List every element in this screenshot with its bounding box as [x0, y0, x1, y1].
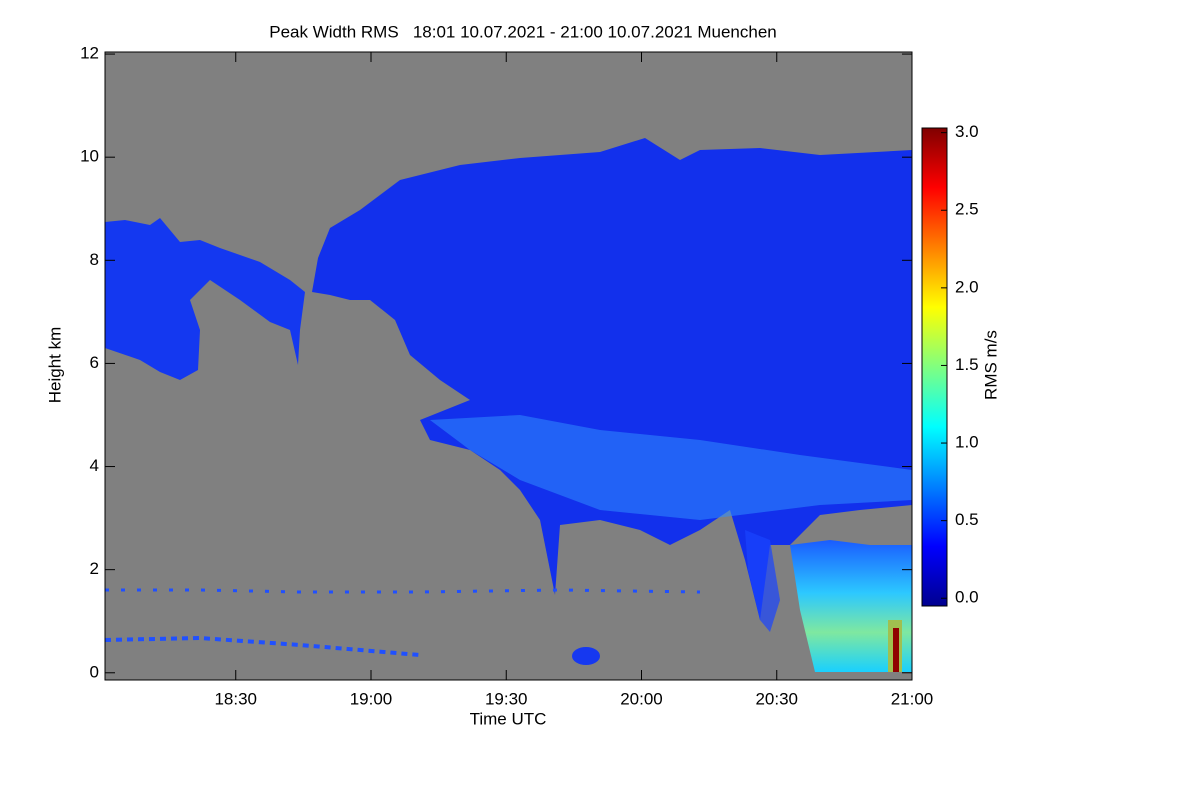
y-tick-label: 2	[90, 559, 99, 578]
colorbar-tick-label: 2.5	[955, 200, 979, 219]
x-tick-label: 18:30	[214, 689, 257, 708]
y-tick-label: 12	[80, 44, 99, 63]
colorbar-tick-label: 1.5	[955, 355, 979, 374]
colorbar-tick-label: 0.5	[955, 510, 979, 529]
x-tick-label: 20:30	[755, 689, 798, 708]
y-tick-label: 6	[90, 353, 99, 372]
x-tick-label: 19:00	[350, 689, 393, 708]
colorbar-tick-label: 3.0	[955, 122, 979, 141]
x-tick-label: 21:00	[891, 689, 934, 708]
y-axis-label: Height km	[45, 327, 64, 404]
x-tick-label: 20:00	[620, 689, 663, 708]
colorbar-tick-label: 1.0	[955, 433, 979, 452]
colorbar-label: RMS m/s	[981, 330, 1000, 400]
echo-field	[104, 138, 912, 672]
colorbar-tick-label: 0.0	[955, 588, 979, 607]
y-tick-label: 0	[90, 662, 99, 681]
x-axis-label: Time UTC	[470, 709, 547, 728]
plot-frame	[104, 51, 913, 681]
x-tick-label: 19:30	[485, 689, 528, 708]
y-tick-label: 4	[90, 456, 99, 475]
y-tick-label: 8	[90, 250, 99, 269]
y-tick-label: 10	[80, 147, 99, 166]
colorbar-tick-label: 2.0	[955, 277, 979, 296]
chart-title: Peak Width RMS 18:01 10.07.2021 - 21:00 …	[269, 22, 777, 41]
colorbar	[921, 127, 948, 607]
